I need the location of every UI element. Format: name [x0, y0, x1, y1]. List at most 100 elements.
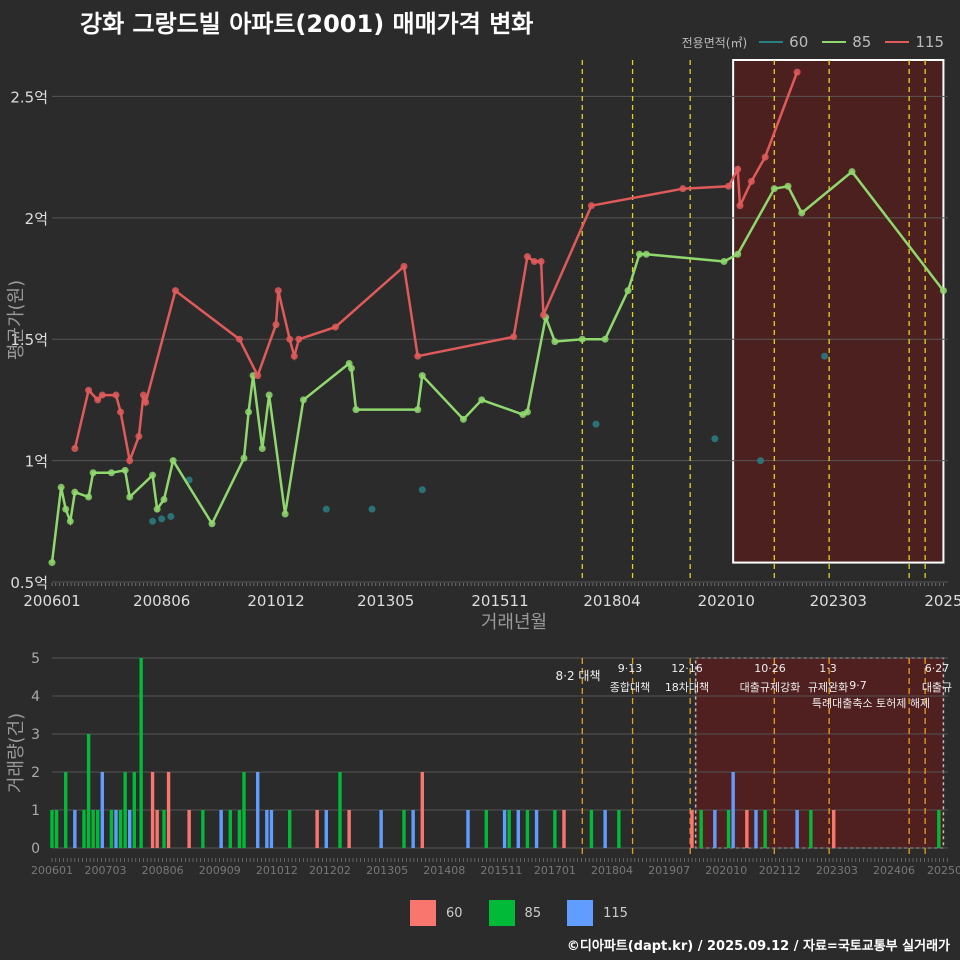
volume-bar-85	[162, 810, 166, 848]
volume-y-tick-label: 2	[31, 765, 40, 781]
y-tick-label: 0.5억	[10, 574, 48, 592]
point-115	[331, 323, 339, 331]
policy-label-text: 특례대출축소 토허제 해제	[812, 696, 930, 710]
x-tick-label: 201012	[247, 592, 304, 610]
point-85	[939, 287, 947, 295]
legend-bottom-label-60: 60	[446, 905, 463, 921]
point-85	[624, 287, 632, 295]
point-85	[601, 335, 609, 343]
point-85	[48, 559, 56, 567]
volume-x-tick-label: 200703	[84, 864, 126, 877]
policy-label-date: 8·2 대책	[556, 668, 601, 683]
volume-bar-115	[100, 772, 104, 848]
point-115	[290, 352, 298, 360]
point-115	[587, 202, 595, 210]
y-axis-title: 평균가(원)	[6, 280, 27, 360]
point-85	[347, 364, 355, 372]
point-115	[761, 153, 769, 161]
volume-bar-85	[402, 810, 406, 848]
point-85	[107, 469, 115, 477]
point-85	[459, 415, 467, 423]
point-85	[578, 335, 586, 343]
volume-bar-60	[155, 810, 159, 848]
volume-bar-85	[64, 772, 68, 848]
point-85	[66, 517, 74, 525]
volume-bar-85	[82, 810, 86, 848]
y-tick-label: 2억	[25, 210, 48, 228]
volume-bar-85	[338, 772, 342, 848]
top-legend: 전용면적(㎡) 60 85 115	[682, 33, 952, 51]
point-115	[736, 202, 744, 210]
point-60	[368, 505, 376, 513]
point-115	[414, 352, 422, 360]
legend-label-85: 85	[852, 33, 872, 51]
point-115	[286, 335, 294, 343]
point-85	[299, 396, 307, 404]
volume-bar-115	[379, 810, 383, 848]
volume-bar-85	[763, 810, 767, 848]
point-85	[848, 168, 856, 176]
volume-bar-60	[690, 810, 694, 848]
volume-bar-115	[534, 810, 539, 848]
point-85	[523, 408, 531, 416]
legend-box-115	[567, 900, 594, 926]
highlight-region	[732, 59, 945, 564]
point-85	[418, 372, 426, 380]
volume-x-tick-label: 202303	[816, 864, 858, 877]
point-115	[71, 444, 79, 452]
volume-bar-85	[484, 810, 488, 848]
volume-bar-85	[699, 810, 703, 848]
point-115	[510, 333, 518, 341]
bottom-legend: 60 85 115	[410, 900, 644, 926]
volume-bar-85	[132, 772, 136, 848]
legend-label-60: 60	[789, 33, 809, 51]
point-60	[149, 517, 157, 525]
volume-x-tick-label: 202010	[705, 864, 747, 877]
policy-label-text: 대출규	[922, 681, 952, 694]
policy-label-date: 9·7	[849, 679, 867, 692]
point-115	[295, 335, 303, 343]
point-60	[167, 512, 175, 520]
point-60	[418, 486, 426, 494]
point-85	[126, 493, 134, 501]
policy-label-date: 6·27	[925, 662, 950, 675]
point-85	[551, 338, 559, 346]
legend-box-60	[410, 900, 436, 926]
volume-x-tick-label: 201202	[309, 864, 351, 877]
point-115	[135, 432, 143, 440]
point-85	[642, 250, 650, 258]
point-60	[757, 457, 765, 465]
point-115	[112, 391, 120, 399]
legend-swatch-60	[759, 41, 784, 43]
point-115	[126, 457, 134, 465]
point-115	[400, 262, 408, 270]
volume-y-axis-title: 거래량(건)	[6, 713, 27, 793]
volume-bar-60	[315, 810, 319, 848]
point-115	[523, 253, 531, 261]
x-tick-label: 201804	[583, 592, 640, 610]
point-85	[121, 466, 129, 474]
point-85	[153, 505, 161, 513]
policy-label-text: 종합대책	[610, 681, 650, 694]
volume-bar-60	[832, 810, 836, 848]
volume-bar-85	[288, 810, 292, 848]
volume-y-tick-label: 4	[31, 689, 40, 705]
volume-bar-60	[166, 772, 171, 848]
point-115	[734, 165, 742, 173]
point-85	[71, 488, 79, 496]
volume-x-tick-label: 202406	[873, 864, 915, 877]
point-85	[245, 408, 253, 416]
point-115	[274, 287, 282, 295]
volume-bar-85	[86, 734, 91, 848]
volume-y-tick-label: 1	[31, 803, 40, 819]
volume-bar-85	[937, 810, 941, 848]
volume-bar-85	[507, 810, 511, 848]
point-85	[62, 505, 70, 513]
point-85	[240, 454, 248, 462]
point-115	[85, 386, 93, 394]
point-115	[94, 396, 102, 404]
volume-bar-85	[201, 810, 205, 848]
volume-bar-115	[114, 810, 118, 848]
x-tick-label: 200601	[23, 592, 80, 610]
